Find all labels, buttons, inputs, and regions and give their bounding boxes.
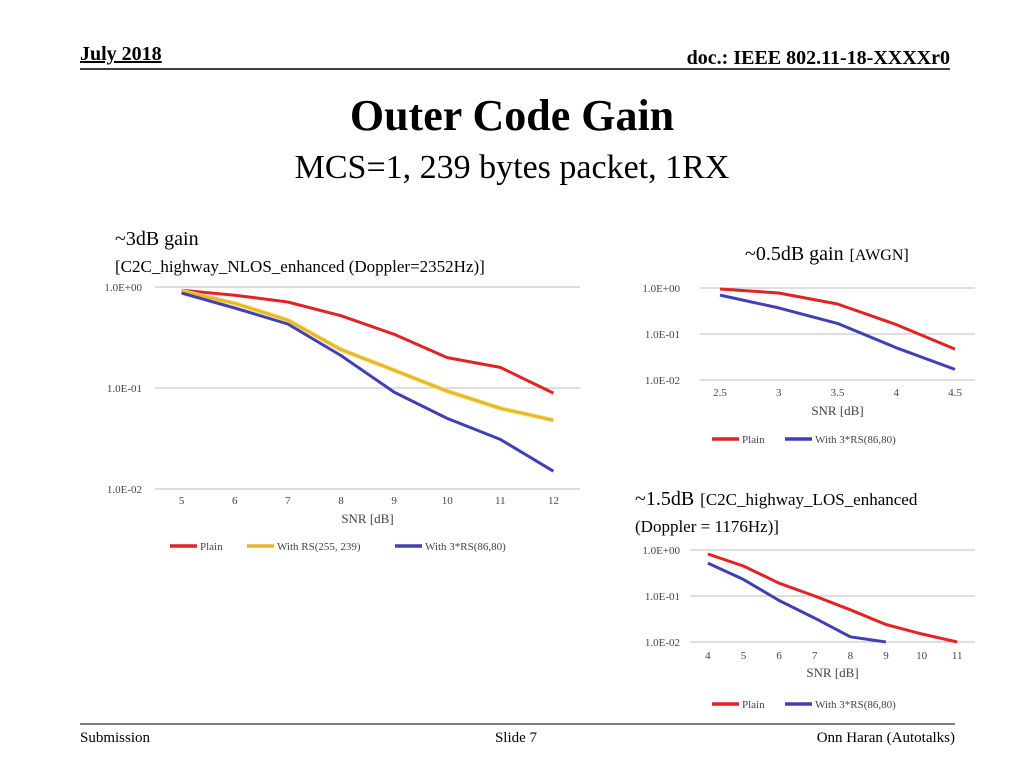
legend-label: Plain (742, 699, 765, 711)
annotation: ~0.5dB gain (745, 243, 844, 265)
annotation: [C2C_highway_LOS_enhanced (700, 490, 918, 509)
legend-label: Plain (742, 434, 765, 446)
annotation: (Doppler = 1176Hz)] (635, 517, 779, 536)
x-tick-label: 11 (495, 495, 506, 507)
x-tick-label: 9 (391, 495, 397, 507)
series-line (181, 291, 555, 473)
series-line (181, 289, 554, 422)
x-axis-title: SNR [dB] (341, 511, 393, 526)
x-tick-label: 3.5 (831, 387, 845, 399)
x-tick-label: 10 (916, 650, 928, 662)
y-tick-label: 1.0E+00 (642, 283, 680, 295)
slide-subtitle: MCS=1, 239 bytes packet, 1RX (295, 149, 730, 186)
legend-label: With 3*RS(86,80) (425, 541, 506, 553)
series-line (181, 288, 555, 395)
legend-label: With 3*RS(86,80) (815, 434, 896, 446)
x-axis-title: SNR [dB] (806, 665, 858, 680)
footer-left: Submission (80, 730, 151, 746)
footer-center: Slide 7 (495, 730, 538, 746)
y-tick-label: 1.0E+00 (642, 545, 680, 557)
y-tick-label: 1.0E+00 (104, 282, 142, 294)
legend-label: Plain (200, 541, 223, 553)
series-line-outline (181, 288, 554, 423)
slide-title: Outer Code Gain (350, 91, 674, 140)
x-tick-label: 7 (285, 495, 291, 507)
y-tick-label: 1.0E-01 (107, 383, 142, 395)
x-tick-label: 4 (894, 387, 900, 399)
x-tick-label: 4.5 (948, 387, 962, 399)
series-line (719, 287, 956, 351)
series-line (707, 552, 958, 644)
x-tick-label: 2.5 (713, 387, 727, 399)
header-doc: doc.: IEEE 802.11-18-XXXXr0 (687, 47, 950, 69)
x-tick-label: 8 (338, 495, 344, 507)
y-tick-label: 1.0E-01 (645, 329, 680, 341)
footer-right: Onn Haran (Autotalks) (817, 730, 955, 746)
x-tick-label: 12 (548, 495, 559, 507)
series-line (707, 561, 887, 644)
header-date: July 2018 (80, 43, 162, 65)
x-tick-label: 6 (776, 650, 782, 662)
annotation: ~0.5dB gain [AWGN] (745, 243, 909, 265)
x-tick-label: 7 (812, 650, 818, 662)
x-tick-label: 5 (179, 495, 185, 507)
legend-label: With RS(255, 239) (277, 541, 361, 553)
annotation: [C2C_highway_NLOS_enhanced (Doppler=2352… (115, 257, 485, 276)
legend-label: With 3*RS(86,80) (815, 699, 896, 711)
y-tick-label: 1.0E-02 (645, 637, 680, 649)
x-tick-label: 3 (776, 387, 782, 399)
x-tick-label: 5 (741, 650, 747, 662)
x-tick-label: 10 (442, 495, 454, 507)
y-tick-label: 1.0E-02 (645, 375, 680, 387)
y-tick-label: 1.0E-01 (645, 591, 680, 603)
x-tick-label: 9 (883, 650, 889, 662)
annotation: ~1.5dB (635, 488, 694, 510)
x-axis-title: SNR [dB] (811, 403, 863, 418)
x-tick-label: 4 (705, 650, 711, 662)
x-tick-label: 8 (848, 650, 854, 662)
annotation: ~3dB gain (115, 228, 199, 250)
annotation: [AWGN] (850, 247, 909, 264)
y-tick-label: 1.0E-02 (107, 484, 142, 496)
x-tick-label: 6 (232, 495, 238, 507)
series-line (719, 293, 956, 371)
annotation: ~1.5dB [C2C_highway_LOS_enhanced (635, 488, 918, 510)
x-tick-label: 11 (952, 650, 963, 662)
